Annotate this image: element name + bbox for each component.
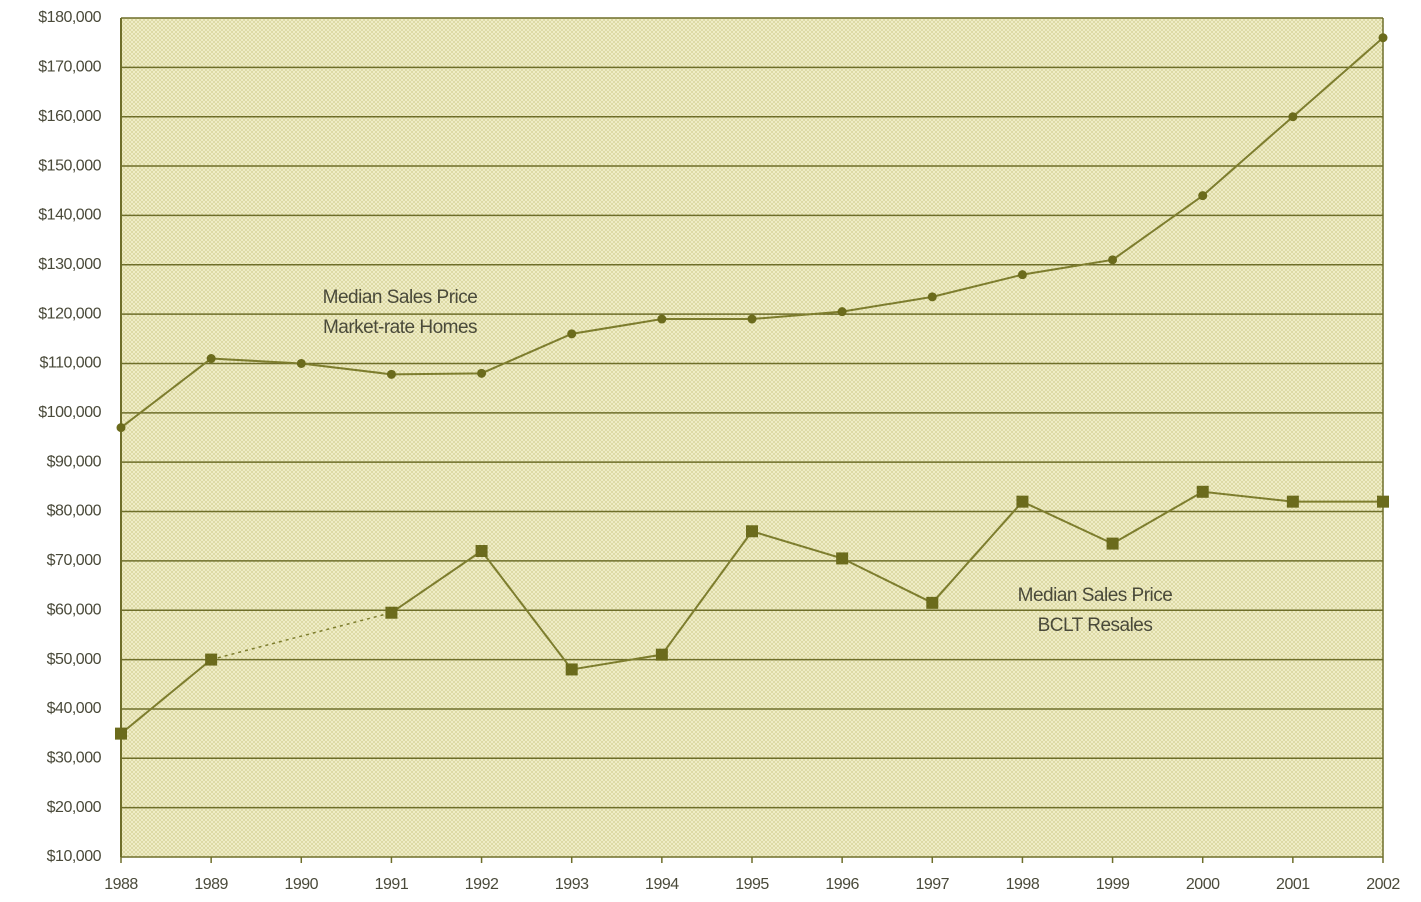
x-tick-label: 2000 xyxy=(1186,876,1220,893)
point xyxy=(386,369,396,379)
point xyxy=(115,727,127,740)
annotation: Median Sales Price xyxy=(323,287,478,308)
y-tick-label: $100,000 xyxy=(38,404,101,421)
y-tick-label: $50,000 xyxy=(47,651,102,668)
y-tick-label: $130,000 xyxy=(38,256,101,273)
point xyxy=(655,648,668,661)
y-tick-label: $30,000 xyxy=(47,750,102,767)
annotation: Market-rate Homes xyxy=(323,317,477,338)
point xyxy=(1286,495,1299,508)
series-line xyxy=(120,490,1383,735)
x-tick-label: 1998 xyxy=(1006,876,1040,893)
y-tick-label: $40,000 xyxy=(47,700,102,717)
point xyxy=(747,314,757,324)
x-tick-label: 2001 xyxy=(1276,876,1310,893)
point xyxy=(1378,33,1388,43)
point xyxy=(1106,537,1119,550)
x-tick-label: 1989 xyxy=(194,876,228,893)
point xyxy=(927,292,937,302)
annotation: BCLT Resales xyxy=(1038,615,1153,636)
point xyxy=(837,307,847,317)
x-tick-label: 1993 xyxy=(555,876,589,893)
gap-connector xyxy=(210,611,392,661)
point xyxy=(1198,191,1208,201)
y-tick-label: $80,000 xyxy=(47,503,102,520)
point xyxy=(926,596,939,609)
y-tick-label: $180,000 xyxy=(38,9,101,26)
y-tick-label: $150,000 xyxy=(38,157,101,174)
y-tick-label: $70,000 xyxy=(47,552,102,569)
point xyxy=(385,606,398,619)
point xyxy=(206,354,216,364)
x-tick-label: 1997 xyxy=(915,876,949,893)
point xyxy=(1016,495,1029,508)
x-tick-label: 1996 xyxy=(825,876,859,893)
y-tick-label: $60,000 xyxy=(47,601,102,618)
point xyxy=(296,358,306,368)
point xyxy=(1017,270,1027,280)
point xyxy=(1196,485,1209,498)
point xyxy=(205,653,218,666)
x-tick-label: 1988 xyxy=(104,876,138,893)
point xyxy=(746,525,758,538)
point xyxy=(477,368,487,378)
y-tick-label: $110,000 xyxy=(39,355,101,372)
y-tick-label: $90,000 xyxy=(47,453,102,470)
x-tick-label: 1995 xyxy=(735,876,769,893)
point xyxy=(565,663,578,676)
x-tick-label: 1990 xyxy=(284,876,318,893)
x-tick-label: 2002 xyxy=(1366,876,1400,893)
annotation: Median Sales Price xyxy=(1018,585,1173,606)
x-tick-label: 1992 xyxy=(465,876,499,893)
point xyxy=(1108,255,1118,265)
y-tick-label: $140,000 xyxy=(38,207,101,224)
plot-area xyxy=(121,18,1383,857)
point xyxy=(475,545,488,558)
y-tick-label: $20,000 xyxy=(47,799,102,816)
y-tick-label: $120,000 xyxy=(38,305,101,322)
point xyxy=(1288,112,1298,122)
x-tick-label: 1991 xyxy=(375,876,409,893)
point xyxy=(1377,495,1389,508)
point xyxy=(657,314,667,324)
y-tick-label: $160,000 xyxy=(38,108,101,125)
x-tick-label: 1999 xyxy=(1096,876,1130,893)
x-tick-label: 1994 xyxy=(645,876,679,893)
point xyxy=(116,423,126,433)
point xyxy=(836,552,849,565)
point xyxy=(567,329,577,339)
y-tick-label: $170,000 xyxy=(38,59,101,76)
y-tick-label: $10,000 xyxy=(47,848,102,865)
